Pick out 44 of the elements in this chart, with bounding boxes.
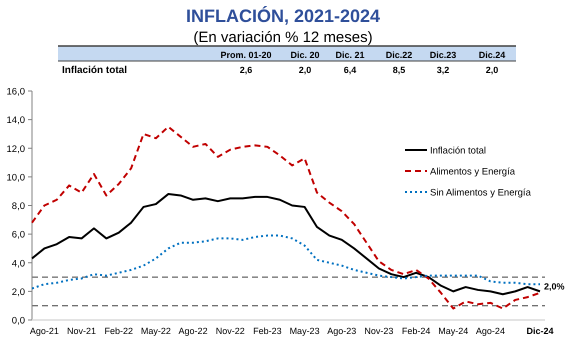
text: 2,6 (240, 65, 252, 75)
x-tick-label: Ago-23 (327, 326, 356, 336)
y-tick-label: 14,0 (6, 115, 25, 126)
text: Dic. 20 (290, 50, 320, 60)
x-tick-label: Feb-24 (402, 326, 430, 336)
y-tick-label: 2,0 (12, 286, 25, 298)
x-tick-label: Ago-22 (178, 326, 208, 336)
y-tick-label: 10,0 (6, 172, 25, 184)
text: Inflación total (62, 65, 128, 76)
text: Dic.24 (478, 50, 506, 60)
y-tick-label: 16,0 (6, 86, 25, 98)
y-tick-label: 8,0 (12, 201, 25, 212)
x-tick-label: Ago-21 (30, 326, 59, 336)
chart-title: INFLACIÓN, 2021-2024 (186, 6, 380, 26)
text: Dic.23 (430, 50, 456, 60)
y-tick-label: 12,0 (6, 144, 25, 155)
x-tick-label: May-23 (290, 326, 320, 336)
text: Prom. 01-20 (220, 50, 272, 60)
text: 2,0 (486, 65, 498, 75)
x-tick-label: Feb-22 (104, 326, 133, 336)
line-series (31, 126, 541, 310)
annotation: 2,0% (544, 281, 565, 292)
text: 3,2 (436, 65, 450, 75)
x-tick-label: May-24 (438, 326, 468, 336)
legend-label: Sin Alimentos y Energía (430, 188, 532, 198)
x-tick-label: May-22 (140, 326, 171, 336)
legend-label: Alimentos y Energía (430, 166, 516, 178)
text: Dic. 21 (335, 50, 365, 60)
x-tick-label: Dic-24 (526, 326, 554, 336)
x-tick-label: Feb-23 (253, 326, 282, 336)
y-tick-label: 4,0 (12, 258, 25, 270)
text: 2,0 (298, 65, 312, 75)
legend-label: Inflación total (430, 146, 486, 156)
x-tick-label: Ago-24 (476, 326, 505, 336)
text: 6,4 (344, 65, 356, 75)
chart-subtitle: (En variación % 12 meses) (193, 29, 373, 46)
x-tick-label: Nov-21 (67, 326, 96, 336)
y-tick-label: 6,0 (12, 230, 25, 241)
text: 8,5 (392, 65, 406, 75)
x-tick-label: Nov-23 (364, 326, 394, 336)
x-tick-label: Nov-22 (216, 326, 245, 336)
text: Dic.22 (386, 50, 412, 60)
y-tick-label: 0,0 (12, 316, 25, 326)
line-series (31, 234, 541, 290)
